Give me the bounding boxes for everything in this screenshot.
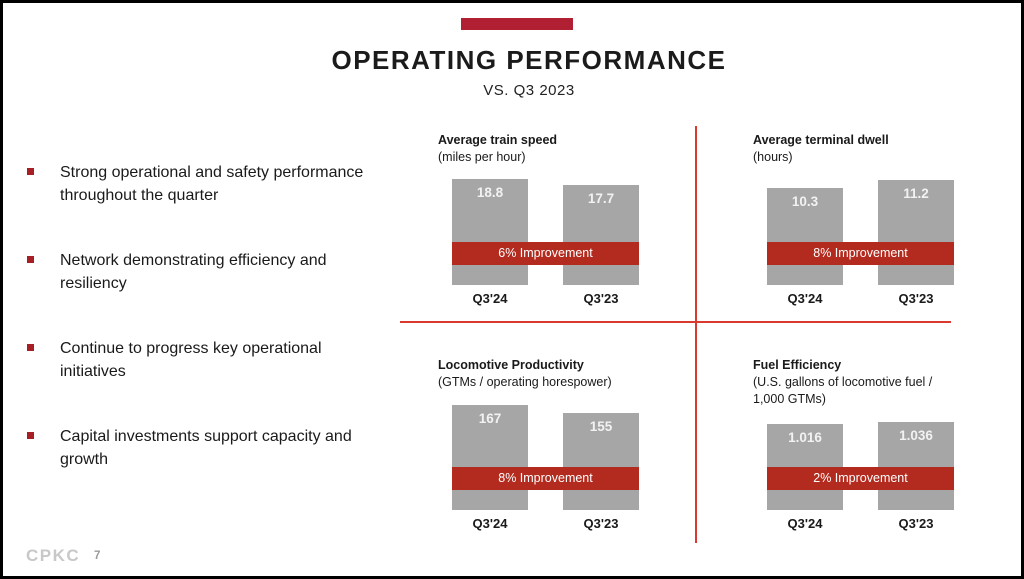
chart-locomotive-productivity: Locomotive Productivity (GTMs / operatin…	[433, 353, 693, 553]
page-title: OPERATING PERFORMANCE	[331, 45, 727, 75]
bar-value-label: 1.016	[788, 430, 822, 445]
chart-plot-area: 167 155 8% Improvement	[433, 395, 693, 510]
bar-value-label: 18.8	[476, 185, 504, 200]
title-accent-bar	[461, 18, 573, 30]
category-label: Q3'23	[898, 516, 934, 531]
chart-subtitle: (U.S. gallons of locomotive fuel / 1,000…	[753, 375, 933, 406]
bar-value-label: 17.7	[587, 191, 615, 206]
chart-header: Average train speed (miles per hour)	[438, 132, 688, 166]
bar-value-label: 167	[478, 411, 502, 426]
category-label: Q3'24	[472, 516, 508, 531]
bar-q3-23: 1.036	[878, 422, 954, 510]
bar-q3-24: 10.3	[767, 188, 843, 285]
bullet-text: Continue to progress key operational ini…	[60, 340, 322, 380]
bullet-item-4: Capital investments support capacity and…	[27, 425, 372, 471]
bullet-item-1: Strong operational and safety performanc…	[27, 161, 372, 207]
bullet-item-3: Continue to progress key operational ini…	[27, 337, 372, 383]
bar-value-label: 155	[589, 419, 613, 434]
bullet-square-icon	[27, 168, 34, 175]
bar-q3-23: 17.7	[563, 185, 639, 285]
category-label: Q3'23	[583, 516, 619, 531]
bar-q3-23: 11.2	[878, 180, 954, 285]
chart-title: Fuel Efficiency	[753, 358, 842, 372]
bar-q3-24: 167	[452, 405, 528, 510]
bullet-text: Capital investments support capacity and…	[60, 428, 352, 468]
page-number: 7	[94, 550, 101, 562]
category-label: Q3'23	[583, 291, 619, 306]
bullet-square-icon	[27, 432, 34, 439]
bullet-item-2: Network demonstrating efficiency and res…	[27, 249, 372, 295]
improvement-band: 6% Improvement	[452, 242, 639, 265]
chart-average-train-speed: Average train speed (miles per hour) 18.…	[433, 128, 693, 328]
chart-subtitle: (hours)	[753, 150, 793, 164]
chart-subtitle: (GTMs / operating horespower)	[438, 375, 612, 389]
chart-title: Average terminal dwell	[753, 133, 889, 147]
chart-fuel-efficiency: Fuel Efficiency (U.S. gallons of locomot…	[748, 353, 1008, 553]
quadrant-divider-vertical	[695, 126, 697, 543]
category-label: Q3'24	[472, 291, 508, 306]
cpkc-logo: CPKC	[26, 546, 81, 565]
improvement-band: 8% Improvement	[767, 242, 954, 265]
chart-plot-area: 1.016 1.036 2% Improvement	[748, 395, 1008, 510]
chart-plot-area: 18.8 17.7 6% Improvement	[433, 170, 693, 285]
improvement-band: 2% Improvement	[767, 467, 954, 490]
category-label: Q3'23	[898, 291, 934, 306]
chart-title: Average train speed	[438, 133, 558, 147]
bar-value-label: 11.2	[903, 186, 929, 201]
improvement-band: 8% Improvement	[452, 467, 639, 490]
bar-value-label: 1.036	[899, 428, 933, 443]
category-label: Q3'24	[787, 516, 823, 531]
chart-header: Locomotive Productivity (GTMs / operatin…	[438, 357, 688, 391]
bullet-text: Network demonstrating efficiency and res…	[60, 252, 327, 292]
bar-q3-24: 18.8	[452, 179, 528, 285]
bullet-list: Strong operational and safety performanc…	[27, 161, 372, 513]
chart-plot-area: 10.3 11.2 8% Improvement	[748, 170, 1008, 285]
bar-value-label: 10.3	[791, 194, 819, 209]
bullet-square-icon	[27, 344, 34, 351]
bar-q3-23: 155	[563, 413, 639, 510]
chart-subtitle: (miles per hour)	[438, 150, 526, 164]
chart-average-terminal-dwell: Average terminal dwell (hours) 10.3 11.2…	[748, 128, 1008, 328]
quadrant-divider-horizontal	[400, 321, 951, 323]
bullet-text: Strong operational and safety performanc…	[60, 164, 364, 204]
bullet-square-icon	[27, 256, 34, 263]
category-label: Q3'24	[787, 291, 823, 306]
page-subtitle: VS. Q3 2023	[483, 82, 575, 99]
chart-header: Fuel Efficiency (U.S. gallons of locomot…	[753, 357, 1003, 408]
chart-header: Average terminal dwell (hours)	[753, 132, 1003, 166]
chart-title: Locomotive Productivity	[438, 358, 584, 372]
